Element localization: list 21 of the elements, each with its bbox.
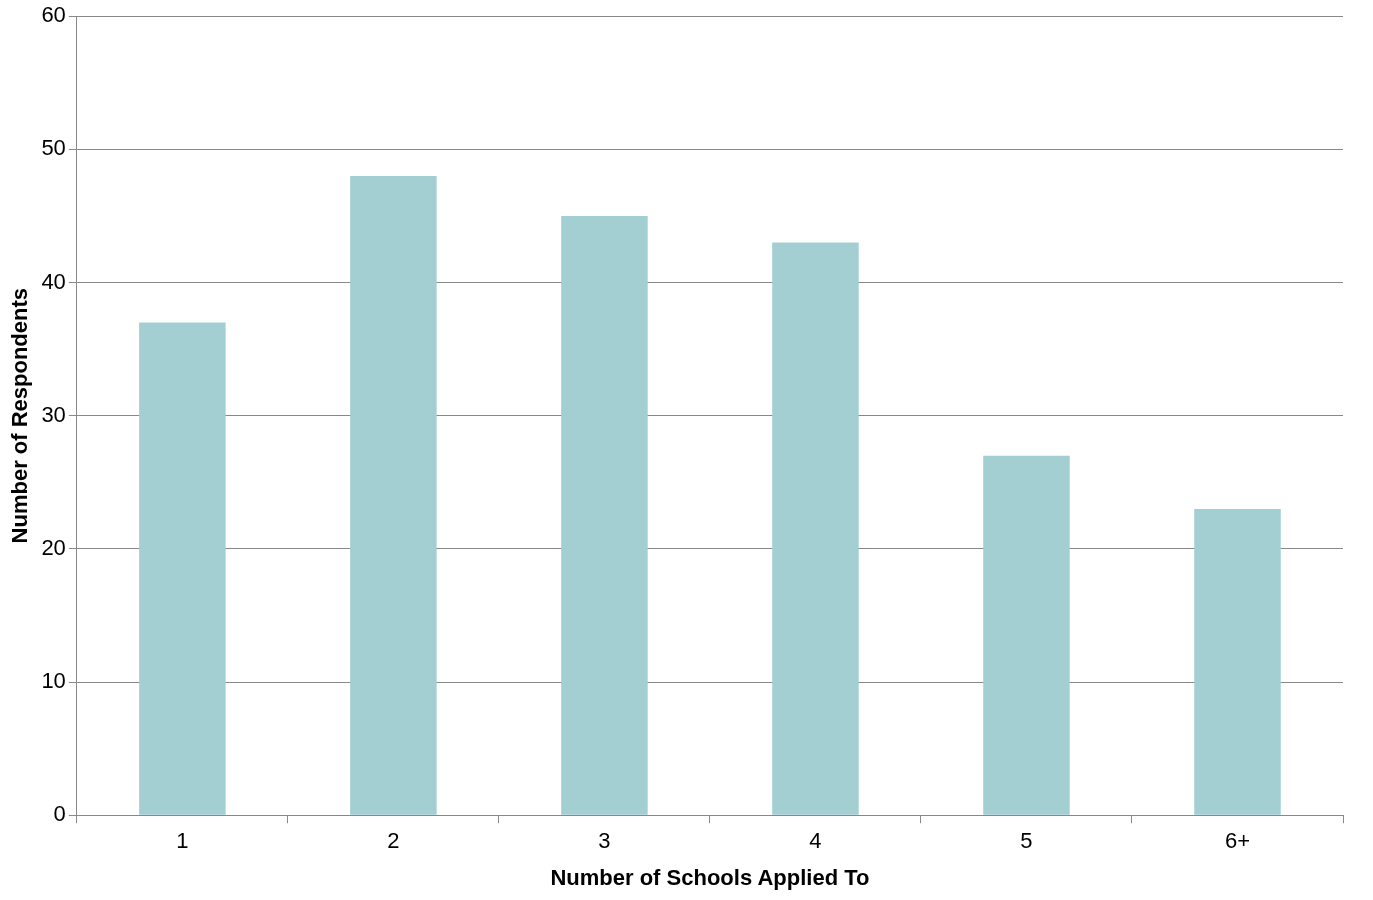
x-tick-label: 6+ [1224, 828, 1251, 854]
y-tick-label: 50 [41, 135, 66, 161]
bar [139, 322, 226, 815]
y-tick-label: 0 [53, 801, 66, 827]
bar [983, 455, 1070, 815]
bar [1194, 508, 1281, 815]
y-tick-label: 40 [41, 268, 66, 294]
x-tick-label: 3 [598, 828, 611, 854]
y-axis-title: Number of Respondents [7, 287, 33, 544]
bar [350, 176, 437, 815]
x-tick-label: 4 [809, 828, 822, 854]
y-tick-label: 20 [41, 534, 66, 560]
y-tick-label: 10 [41, 668, 66, 694]
y-tick-label: 60 [41, 2, 66, 28]
x-tick-label: 2 [387, 828, 400, 854]
bar [772, 242, 859, 815]
bar [561, 215, 648, 815]
x-tick-label: 1 [176, 828, 189, 854]
x-axis-title: Number of Schools Applied To [550, 864, 870, 890]
y-tick-label: 30 [41, 401, 66, 427]
x-tick-label: 5 [1020, 828, 1033, 854]
